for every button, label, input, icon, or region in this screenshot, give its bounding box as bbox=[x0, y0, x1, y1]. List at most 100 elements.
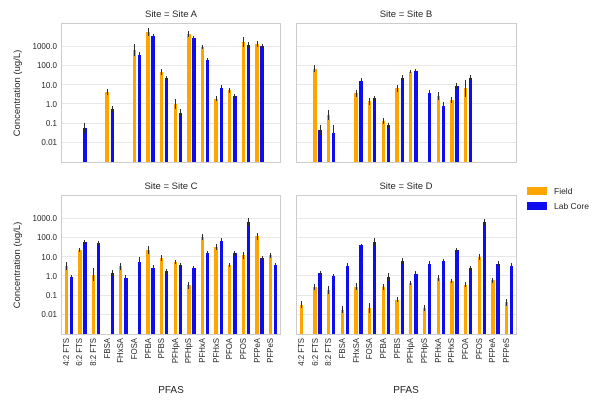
bar-lab-pfhpa bbox=[178, 264, 182, 334]
bar-field-pfhxs bbox=[450, 99, 454, 162]
bar-field-4-2-fts bbox=[64, 266, 68, 334]
x-tick-label-pfbs: PFBS bbox=[392, 338, 402, 359]
error-bar bbox=[193, 35, 195, 42]
bar-lab-pfos bbox=[482, 221, 486, 334]
panel-site-a bbox=[61, 23, 281, 163]
x-tick-label-pfoa: PFOA bbox=[225, 338, 235, 360]
bar-lab-pfoa bbox=[468, 268, 473, 334]
error-bar bbox=[492, 277, 494, 283]
bar-field-4-2-fts bbox=[299, 304, 303, 334]
lab-core-color-swatch bbox=[527, 202, 547, 210]
y-tick-label: 10.0 bbox=[41, 252, 57, 262]
bar-lab-pfbs bbox=[400, 77, 404, 162]
bar-field-pfpes bbox=[504, 302, 509, 334]
x-tick-label-pfhxa: PFHxA bbox=[198, 338, 208, 363]
gridline bbox=[297, 217, 516, 219]
error-bar bbox=[247, 42, 249, 48]
bar-field-pfbs bbox=[395, 299, 399, 334]
error-bar bbox=[388, 122, 390, 129]
error-bar bbox=[261, 256, 263, 260]
error-bar bbox=[470, 74, 472, 81]
x-tick-label-pfos: PFOS bbox=[238, 338, 248, 360]
error-bar bbox=[179, 262, 181, 267]
error-bar bbox=[333, 125, 335, 140]
x-tick-label-fosa: FOSA bbox=[365, 338, 375, 360]
gridline bbox=[297, 103, 516, 105]
bar-lab-8-2-fts bbox=[96, 242, 101, 334]
bar-lab-pfhpa bbox=[178, 112, 182, 162]
error-bar bbox=[355, 283, 357, 290]
x-axis-label-left: PFAS bbox=[158, 385, 184, 396]
facet-title-site-a: Site = Site A bbox=[144, 9, 198, 20]
error-bar bbox=[314, 283, 316, 290]
error-bar bbox=[207, 251, 209, 256]
bar-field-pfoa bbox=[463, 88, 468, 162]
bar-lab-pfpea bbox=[260, 257, 264, 334]
bar-field-8-2-fts bbox=[327, 289, 331, 334]
error-bar bbox=[261, 44, 263, 49]
bar-lab-fbsa bbox=[110, 109, 114, 162]
error-bar bbox=[79, 248, 81, 252]
x-tick-label-pfhpa: PFHpA bbox=[170, 338, 180, 364]
bar-field-pfhpa bbox=[173, 104, 177, 162]
bar-field-pfhxs bbox=[214, 246, 218, 334]
bar-lab-6-2-fts bbox=[83, 241, 87, 334]
legend-label-labcore: Lab Core bbox=[554, 201, 589, 211]
error-bar bbox=[111, 105, 113, 113]
error-bar bbox=[319, 125, 321, 135]
error-bar bbox=[120, 262, 122, 270]
error-bar bbox=[65, 262, 67, 270]
error-bar bbox=[300, 301, 302, 308]
gridline bbox=[62, 294, 280, 296]
error-bar bbox=[98, 240, 100, 245]
error-bar bbox=[506, 298, 508, 306]
panel-site-c bbox=[61, 195, 281, 335]
bar-field-pfhps bbox=[422, 307, 427, 334]
bar-lab-pfbs bbox=[165, 271, 169, 334]
y-tick-label: 0.01 bbox=[41, 138, 57, 148]
error-bar bbox=[242, 37, 244, 48]
x-tick-label-6-2-fts: 6:2 FTS bbox=[310, 338, 320, 366]
gridline bbox=[297, 313, 516, 315]
bar-field-6-2-fts bbox=[313, 286, 317, 334]
error-bar bbox=[220, 85, 222, 90]
error-bar bbox=[188, 31, 190, 38]
error-bar bbox=[328, 285, 330, 294]
error-bar bbox=[437, 275, 439, 282]
error-bar bbox=[396, 296, 398, 303]
error-bar bbox=[369, 97, 371, 105]
error-bar bbox=[396, 85, 398, 92]
error-bar bbox=[442, 259, 444, 264]
bar-field-fosa bbox=[368, 101, 372, 162]
bar-field-pfpea bbox=[491, 280, 495, 334]
gridline bbox=[297, 141, 516, 143]
y-tick-label: 1000.0 bbox=[32, 214, 57, 224]
bar-field-fhxsa bbox=[354, 93, 358, 162]
error-bar bbox=[166, 75, 168, 81]
error-bar bbox=[242, 251, 244, 259]
error-bar bbox=[437, 91, 439, 101]
bar-field-pfbs bbox=[159, 257, 164, 334]
x-tick-label-pfba: PFBA bbox=[143, 338, 153, 359]
gridline bbox=[297, 236, 516, 238]
error-bar bbox=[220, 238, 222, 245]
error-bar bbox=[166, 268, 168, 275]
gridline bbox=[62, 313, 280, 315]
error-bar bbox=[161, 68, 163, 75]
error-bar bbox=[247, 218, 249, 226]
error-bar bbox=[374, 95, 376, 102]
bar-field-fosa bbox=[368, 307, 372, 334]
error-bar bbox=[465, 79, 467, 98]
legend: Field Lab Core bbox=[527, 186, 589, 216]
error-bar bbox=[382, 117, 384, 125]
error-bar bbox=[465, 282, 467, 288]
error-bar bbox=[382, 283, 384, 290]
error-bar bbox=[478, 253, 480, 260]
x-tick-label-pfhps: PFHpS bbox=[184, 338, 194, 364]
x-tick-label-pfhps: PFHpS bbox=[420, 338, 430, 364]
legend-label-field: Field bbox=[554, 186, 573, 196]
x-tick-label-pfhpa: PFHpA bbox=[406, 338, 416, 364]
bar-field-fhxsa bbox=[354, 286, 358, 334]
x-tick-label-pfpes: PFPeS bbox=[502, 338, 512, 363]
